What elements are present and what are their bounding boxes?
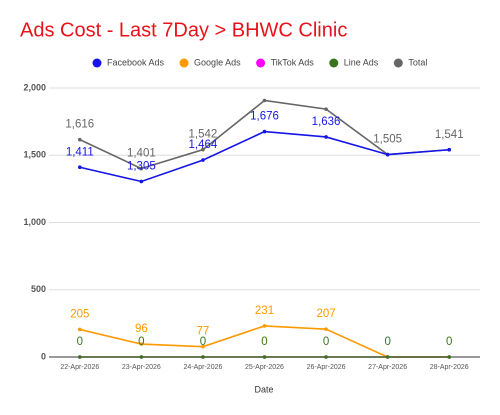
data-point [447, 355, 452, 359]
data-point [262, 324, 267, 328]
y-tick-label: 2,000 [23, 82, 46, 92]
data-point [385, 355, 390, 359]
data-point [262, 129, 267, 134]
data-label: 1,305 [127, 161, 156, 173]
data-point [77, 327, 82, 332]
data-label: 205 [70, 308, 89, 320]
data-point [447, 147, 452, 152]
legend-label: Google Ads [194, 57, 241, 67]
data-label: 96 [135, 323, 148, 335]
legend-marker [179, 58, 189, 68]
data-point [77, 355, 82, 359]
data-point [201, 158, 205, 162]
data-label: 207 [316, 308, 335, 320]
data-label: 0 [323, 336, 329, 348]
data-point [77, 137, 82, 142]
x-tick-label: 26-Apr-2026 [307, 364, 346, 371]
data-label: 1,676 [250, 111, 279, 123]
data-point [139, 179, 144, 184]
data-label: 0 [446, 336, 452, 348]
data-label: 0 [261, 336, 267, 348]
data-label: 1,616 [65, 119, 94, 131]
x-tick-label: 23-Apr-2026 [122, 364, 161, 371]
legend-label: TikTok Ads [271, 57, 315, 67]
data-point [139, 355, 144, 359]
data-label: 77 [197, 326, 210, 338]
x-axis-label: Date [254, 384, 273, 394]
legend-marker [256, 58, 266, 68]
legend-marker [393, 58, 403, 68]
data-point [262, 355, 267, 359]
x-tick-label: 27-Apr-2026 [368, 364, 407, 371]
data-point [139, 342, 144, 346]
data-point [385, 152, 390, 157]
legend-marker [329, 58, 339, 68]
data-point [324, 107, 328, 111]
x-tick-label: 28-Apr-2026 [430, 364, 469, 371]
data-point [201, 147, 205, 152]
data-label: 1,505 [373, 134, 402, 146]
y-tick-label: 0 [41, 351, 46, 361]
y-tick-label: 1,500 [23, 150, 46, 160]
legend-label: Line Ads [344, 57, 379, 67]
data-label: 1,401 [127, 148, 156, 160]
data-label: 1,541 [435, 129, 464, 141]
x-tick-label: 24-Apr-2026 [183, 364, 222, 371]
x-tick-label: 25-Apr-2026 [245, 364, 284, 371]
data-point [324, 135, 328, 139]
data-point [262, 98, 267, 103]
y-tick-label: 500 [31, 284, 46, 294]
x-tick-label: 22-Apr-2026 [60, 364, 99, 371]
data-label: 0 [200, 336, 206, 348]
data-label: 1,542 [189, 129, 218, 141]
data-point [324, 355, 328, 359]
data-point [324, 327, 328, 331]
data-label: 0 [384, 336, 390, 348]
legend-label: Total [408, 57, 427, 67]
data-point [201, 355, 205, 359]
data-label: 1,411 [66, 146, 94, 158]
data-label: 1,464 [189, 139, 218, 151]
data-label: 0 [77, 336, 83, 348]
y-tick-label: 1,000 [23, 217, 46, 227]
chart-title: Ads Cost - Last 7Day > BHWC Clinic [20, 19, 347, 41]
data-point [139, 166, 144, 171]
data-point [201, 344, 205, 349]
data-label: 1,636 [312, 116, 341, 128]
legend-marker [92, 58, 102, 68]
legend-label: Facebook Ads [107, 57, 165, 67]
data-label: 0 [138, 336, 144, 348]
data-label: 231 [255, 305, 274, 317]
data-point [77, 165, 82, 170]
